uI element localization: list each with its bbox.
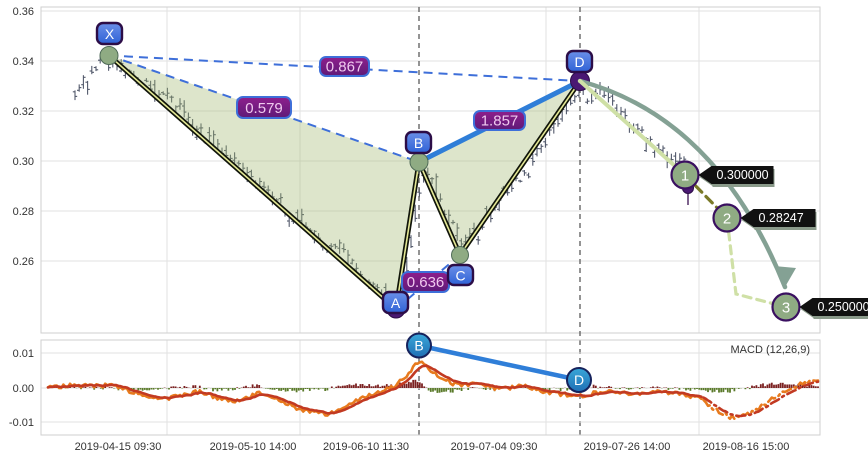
svg-text:3: 3: [782, 300, 790, 317]
svg-text:2019-06-10 11:30: 2019-06-10 11:30: [323, 441, 409, 453]
svg-text:A: A: [391, 295, 401, 311]
svg-text:X: X: [105, 26, 115, 42]
svg-text:2019-04-15 09:30: 2019-04-15 09:30: [75, 441, 162, 453]
svg-text:2019-05-10 14:00: 2019-05-10 14:00: [210, 441, 297, 453]
svg-text:B: B: [414, 338, 423, 354]
svg-text:-0.01: -0.01: [9, 417, 34, 429]
svg-text:C: C: [455, 268, 465, 284]
svg-text:0.867: 0.867: [326, 59, 364, 76]
svg-text:2019-08-16 15:00: 2019-08-16 15:00: [703, 441, 790, 453]
svg-text:B: B: [414, 135, 423, 151]
svg-text:0.28: 0.28: [13, 206, 34, 218]
svg-text:2: 2: [723, 211, 731, 228]
svg-text:0.636: 0.636: [407, 274, 445, 291]
svg-text:0.28247: 0.28247: [759, 211, 804, 225]
svg-text:0.250000: 0.250000: [818, 300, 868, 314]
svg-text:D: D: [574, 372, 584, 388]
svg-text:0.300000: 0.300000: [717, 168, 769, 182]
svg-text:0.32: 0.32: [13, 106, 34, 118]
svg-text:0.26: 0.26: [13, 256, 34, 268]
svg-text:1.857: 1.857: [481, 113, 519, 130]
svg-text:MACD (12,26,9): MACD (12,26,9): [731, 344, 810, 356]
svg-text:2019-07-26 14:00: 2019-07-26 14:00: [584, 441, 671, 453]
svg-text:0.30: 0.30: [13, 156, 34, 168]
svg-text:0.01: 0.01: [13, 348, 34, 360]
svg-text:0.579: 0.579: [245, 100, 283, 117]
svg-text:1: 1: [681, 168, 689, 185]
svg-text:0.00: 0.00: [13, 383, 34, 395]
svg-text:0.34: 0.34: [13, 56, 34, 68]
svg-text:2019-07-04 09:30: 2019-07-04 09:30: [451, 441, 538, 453]
svg-text:0.36: 0.36: [13, 6, 34, 18]
svg-text:D: D: [574, 54, 584, 70]
